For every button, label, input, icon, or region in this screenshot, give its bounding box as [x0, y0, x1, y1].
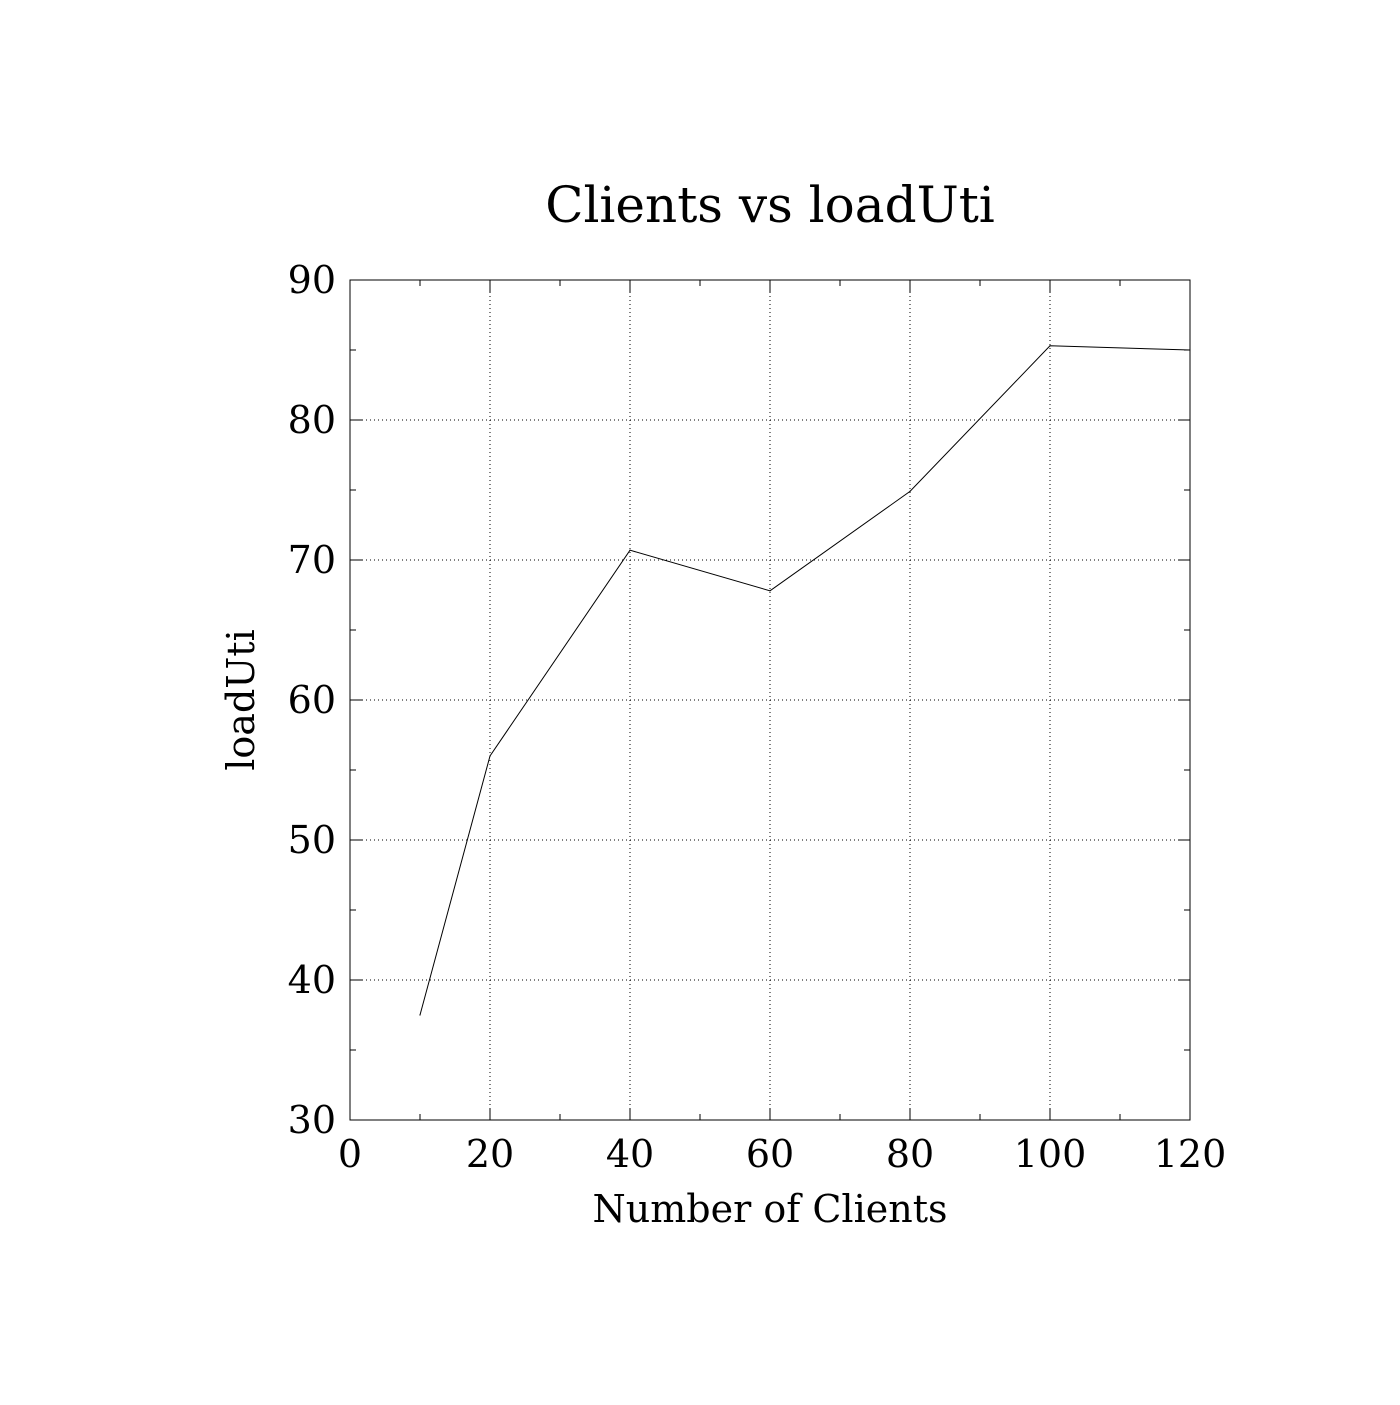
x-axis-label: Number of Clients: [593, 1187, 948, 1231]
series-line: [419, 345, 1191, 1016]
data-point: [629, 549, 631, 551]
y-tick-label: 60: [288, 678, 336, 722]
x-tick-label: 20: [466, 1132, 514, 1176]
tick-labels: 0 20 40 60 80 100 120 30 40 50 60 70 80 90: [288, 258, 1227, 1176]
chart-title: Clients vs loadUti: [545, 176, 995, 234]
series-layer: [419, 345, 1191, 1016]
x-tick-label: 40: [606, 1132, 654, 1176]
data-point: [1189, 349, 1191, 351]
y-tick-label: 50: [288, 818, 336, 862]
plot-frame: [349, 279, 1191, 1121]
data-point: [769, 590, 771, 592]
x-tick-label: 120: [1154, 1132, 1227, 1176]
y-tick-label: 90: [288, 258, 336, 302]
x-tick-label: 60: [746, 1132, 794, 1176]
x-tick-label: 100: [1014, 1132, 1087, 1176]
data-point: [1049, 345, 1051, 347]
y-axis-label: loadUti: [219, 629, 263, 770]
grid-lines: [350, 280, 1190, 1120]
y-tick-label: 30: [288, 1098, 336, 1142]
y-tick-label: 80: [288, 398, 336, 442]
data-point: [909, 490, 911, 492]
x-tick-label: 80: [886, 1132, 934, 1176]
y-tick-label: 70: [288, 538, 336, 582]
x-tick-label: 0: [338, 1132, 362, 1176]
data-point: [489, 755, 491, 757]
data-point: [419, 1014, 421, 1016]
y-tick-label: 40: [288, 958, 336, 1002]
